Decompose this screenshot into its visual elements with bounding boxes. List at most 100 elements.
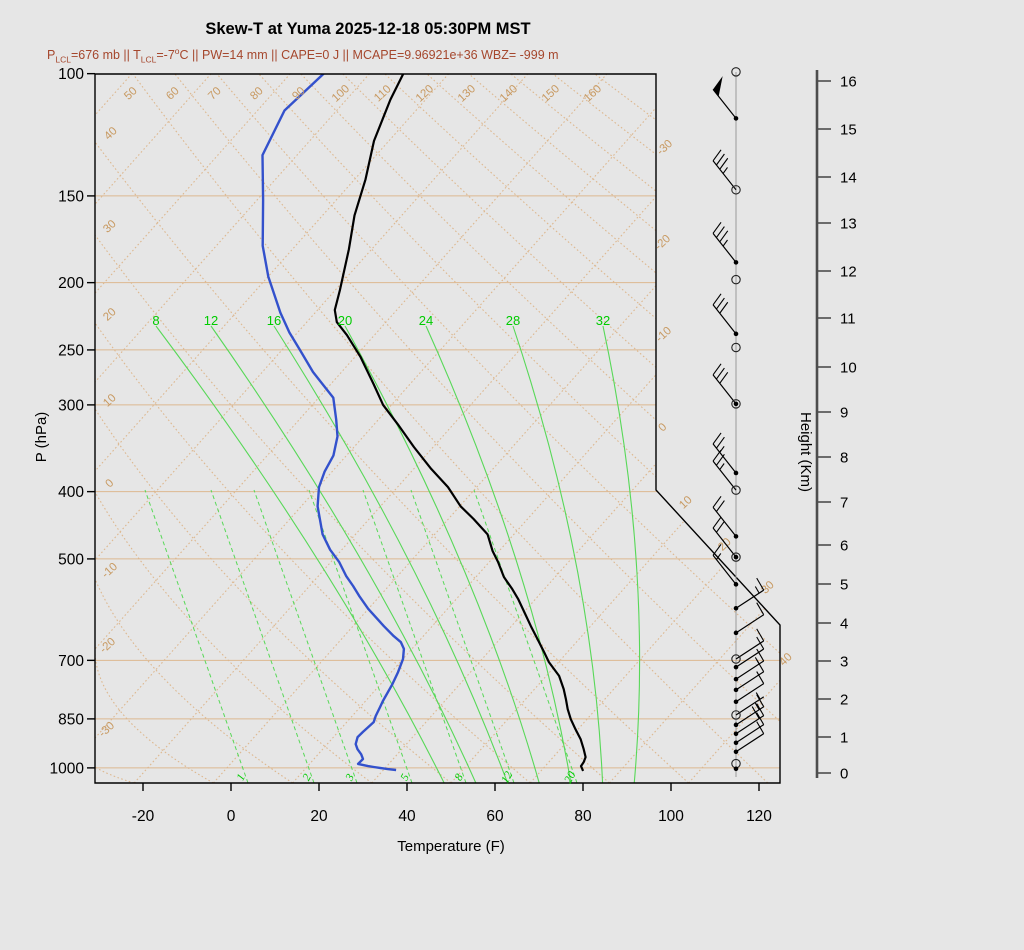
wind-barb-feather bbox=[715, 436, 725, 449]
wind-level-dot bbox=[733, 331, 739, 337]
wind-barb-shaft bbox=[712, 374, 737, 405]
moist-adiabat-label: 32 bbox=[596, 313, 610, 328]
dry-adiabat-label: 0 bbox=[104, 477, 117, 490]
green-labels: 8 12 16 20 24 28 321 2 3 5 8 12 20 bbox=[152, 313, 610, 785]
isotherm-line bbox=[95, 74, 449, 783]
wind-level-dot bbox=[733, 699, 739, 705]
isotherm-label: 10 bbox=[677, 494, 695, 512]
height-tick-label: 0 bbox=[840, 766, 848, 783]
wind-level-dot bbox=[733, 116, 739, 121]
dry-adiabat-label: 90 bbox=[290, 85, 308, 103]
height-tick-label: 14 bbox=[840, 170, 857, 187]
wind-level-circle bbox=[731, 274, 741, 285]
mixing-ratio-line bbox=[473, 489, 578, 783]
wind-barb-feather bbox=[712, 293, 722, 306]
wind-barb-feather bbox=[715, 500, 725, 512]
dry-adiabat-line bbox=[95, 234, 610, 783]
wind-barb-feather bbox=[715, 153, 725, 166]
wind-barb-shaft bbox=[735, 683, 765, 703]
wind-barb-feather bbox=[756, 712, 765, 725]
dry-adiabat-label: 10 bbox=[101, 392, 119, 410]
pressure-tick-label: 300 bbox=[58, 397, 84, 414]
dry-adiabat-line bbox=[95, 408, 452, 783]
chart-title: Skew-T at Yuma 2025-12-18 05:30PM MST bbox=[205, 20, 531, 38]
isotherm-label: -10 bbox=[654, 325, 674, 345]
isotherm-label: 0 bbox=[657, 421, 670, 434]
pressure-tick-label: 500 bbox=[58, 551, 84, 568]
wind-barb-flag bbox=[713, 76, 723, 97]
mixing-ratio-line bbox=[308, 489, 413, 783]
wind-barb-shaft bbox=[735, 640, 765, 660]
wind-level-dot bbox=[733, 722, 739, 728]
wind-level-dot bbox=[733, 260, 739, 265]
isotherm-line bbox=[371, 74, 780, 783]
moist-adiabat-label: 24 bbox=[419, 313, 433, 328]
wind-barb-feather bbox=[712, 543, 722, 556]
wind-barb-shaft bbox=[735, 614, 765, 634]
height-axis-title: Height (Km) bbox=[797, 412, 814, 492]
dry-adiabat-lines bbox=[95, 74, 780, 783]
mixing-ratio-line bbox=[144, 489, 249, 783]
wind-barb-feather bbox=[715, 297, 725, 310]
wind-barb-feather bbox=[756, 721, 765, 734]
pressure-axis: 100 150 200 250 300 400 500 700 850 1000 P (hPa) bbox=[33, 66, 95, 777]
height-tick-label: 11 bbox=[840, 311, 856, 328]
temperature-tick-label: 60 bbox=[486, 808, 504, 825]
temperature-tick-label: 120 bbox=[746, 808, 772, 825]
wind-barb-halffeather bbox=[719, 463, 725, 470]
pressure-tick-label: 700 bbox=[58, 653, 84, 670]
dry-adiabat-line bbox=[258, 74, 780, 783]
isotherm-line bbox=[95, 74, 133, 783]
wind-level-dot bbox=[733, 664, 739, 670]
isotherm-lines bbox=[95, 74, 780, 783]
wind-barb-shaft bbox=[712, 88, 737, 119]
height-tick-label: 13 bbox=[840, 216, 857, 233]
wind-barb-halffeather bbox=[715, 553, 722, 560]
wind-barb-halffeather bbox=[754, 586, 760, 594]
wind-level-circle bbox=[731, 185, 741, 195]
wind-barb-feather bbox=[719, 230, 729, 243]
wind-level-circle bbox=[731, 342, 741, 353]
moist-adiabat-label: 12 bbox=[204, 313, 218, 328]
wind-barb-feather bbox=[756, 659, 765, 672]
wind-barb-feather bbox=[715, 453, 725, 466]
wind-barb-shaft bbox=[735, 706, 765, 726]
height-tick-label: 9 bbox=[840, 405, 848, 422]
wind-level-circle bbox=[731, 552, 741, 562]
pressure-tick-label: 400 bbox=[58, 484, 84, 501]
wind-barb-feather bbox=[712, 363, 722, 376]
wind-level-circle bbox=[731, 710, 741, 720]
wind-level-dot bbox=[733, 605, 739, 611]
wind-barb-feather bbox=[712, 222, 722, 234]
wind-barb-feather bbox=[719, 371, 729, 384]
wind-level-dot bbox=[733, 676, 739, 682]
moist-adiabat-label: 16 bbox=[267, 313, 281, 328]
wind-barb-shaft bbox=[735, 671, 765, 691]
isotherm-line bbox=[95, 74, 687, 783]
moist-adiabat-label: 20 bbox=[338, 313, 352, 328]
temperature-tick-label: 100 bbox=[658, 808, 684, 825]
isotherm-line bbox=[95, 74, 608, 783]
wind-barb-feather bbox=[756, 577, 765, 591]
isotherm-line bbox=[529, 74, 780, 783]
wind-level-dot bbox=[733, 731, 739, 737]
dry-adiabat-label: 130 bbox=[456, 83, 478, 105]
temperature-tick-label: -20 bbox=[132, 808, 155, 825]
dry-adiabat-label: 120 bbox=[414, 83, 436, 105]
plot-border bbox=[94, 73, 781, 784]
wind-level-dot bbox=[733, 470, 739, 476]
wind-level-circle bbox=[731, 485, 741, 495]
wind-barb-feather bbox=[712, 149, 722, 162]
dry-adiabat-line bbox=[95, 653, 214, 783]
isotherm-line bbox=[212, 74, 780, 783]
pressure-gridlines bbox=[95, 195, 780, 769]
dry-adiabat-label: -30 bbox=[97, 720, 117, 740]
moist-adiabat-lines bbox=[155, 325, 641, 783]
moist-adiabat-line bbox=[273, 325, 509, 783]
mixing-ratio-lines bbox=[144, 489, 578, 783]
height-tick-label: 6 bbox=[840, 538, 848, 555]
temperature-tick-label: 20 bbox=[310, 808, 328, 825]
wind-level-dot bbox=[733, 740, 739, 746]
